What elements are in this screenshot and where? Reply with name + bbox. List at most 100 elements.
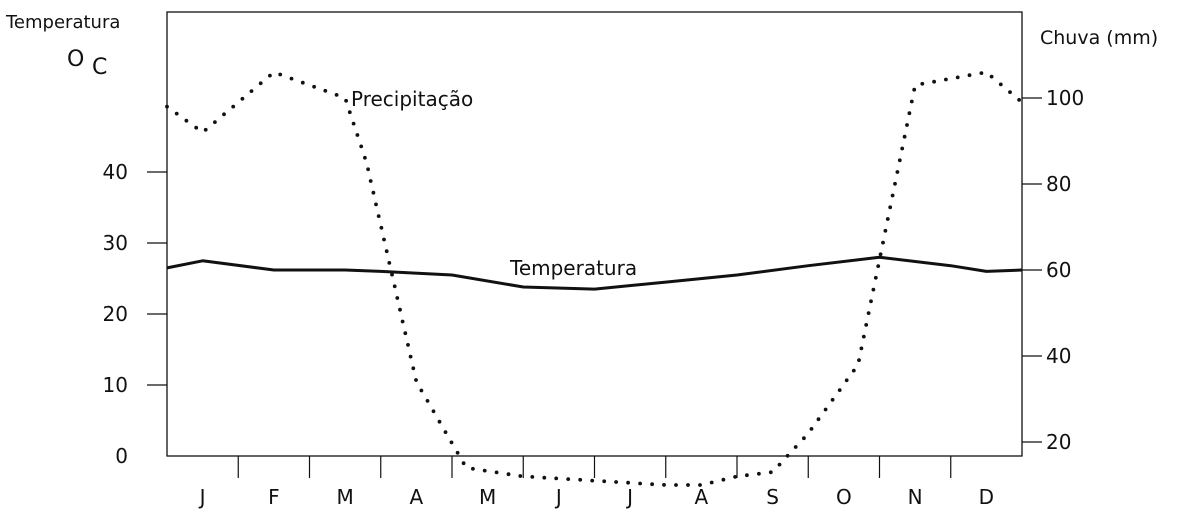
- month-label: D: [979, 485, 994, 509]
- precipitation-point: [174, 111, 179, 116]
- precipitation-point: [366, 167, 370, 172]
- precipitation-point: [376, 214, 381, 219]
- month-label: J: [554, 485, 562, 509]
- plot-frame: [166, 11, 1023, 457]
- right-tick-label: 40: [1046, 344, 1071, 368]
- right-axis-ticks: 20 40 60 80 100: [1022, 86, 1084, 454]
- precipitation-point: [907, 111, 912, 116]
- precipitation-point: [431, 409, 436, 414]
- precipitation-point: [844, 378, 849, 383]
- month-label: O: [836, 485, 852, 509]
- precipitation-point: [602, 479, 607, 484]
- precipitation-point: [194, 125, 199, 130]
- precipitation-point: [437, 419, 442, 424]
- precipitation-point: [745, 473, 749, 478]
- precipitation-point: [650, 482, 654, 487]
- precipitation-point: [809, 427, 814, 431]
- precipitation-point: [857, 358, 861, 362]
- precipitation-point: [871, 287, 876, 292]
- precipitation-point: [802, 436, 806, 441]
- precipitation-point: [482, 468, 487, 473]
- precipitation-point: [334, 93, 339, 97]
- precipitation-point: [873, 275, 878, 280]
- precipitation-point: [382, 237, 386, 242]
- precipitation-point: [351, 121, 356, 126]
- precipitation-point: [626, 480, 630, 485]
- precipitation-point: [777, 462, 782, 467]
- left-tick-label: 40: [103, 160, 128, 184]
- month-label: J: [625, 485, 633, 509]
- precipitation-point: [709, 480, 714, 485]
- left-tick-label: 30: [103, 231, 128, 255]
- precipitation-point: [268, 73, 272, 78]
- precipitation-point: [883, 228, 888, 233]
- precipitation-point: [408, 354, 413, 359]
- precipitation-point: [419, 388, 424, 393]
- precipitation-point: [384, 249, 389, 254]
- precipitation-point: [390, 272, 394, 277]
- precipitation-point: [890, 193, 895, 198]
- precipitation-point: [895, 170, 900, 174]
- month-label: F: [268, 485, 280, 509]
- precipitation-point: [312, 84, 316, 89]
- precipitation-point: [542, 475, 547, 480]
- left-axis-unit-c: C: [92, 55, 107, 80]
- precipitation-point: [851, 368, 856, 373]
- right-tick-label: 20: [1046, 430, 1071, 454]
- precipitation-point: [566, 477, 571, 481]
- precipitation-point: [674, 483, 678, 487]
- precipitation-point: [1017, 98, 1021, 102]
- month-label: A: [410, 485, 424, 509]
- precipitation-label: Precipitação: [351, 87, 473, 111]
- precipitation-point: [909, 99, 914, 104]
- precipitation-point: [449, 440, 454, 445]
- precipitation-point: [837, 388, 842, 392]
- temperature-label: Temperatura: [509, 256, 637, 280]
- precipitation-point: [885, 217, 890, 221]
- precipitation-point: [374, 202, 378, 207]
- left-axis-title: Temperatura: [5, 12, 120, 33]
- precipitation-point: [494, 470, 499, 475]
- precipitation-point: [344, 98, 348, 103]
- precipitation-point: [869, 299, 873, 304]
- precipitation-point: [411, 366, 416, 371]
- precipitation-point: [998, 82, 1003, 87]
- precipitation-point: [721, 477, 726, 482]
- right-axis-title: Chuva (mm): [1040, 27, 1158, 49]
- precipitation-point: [403, 331, 408, 336]
- precipitation-point: [859, 346, 864, 351]
- precipitation-point: [757, 471, 761, 476]
- precipitation-point: [443, 430, 448, 434]
- precipitation-point: [400, 319, 405, 324]
- precipitation-point: [944, 77, 948, 82]
- precipitation-point: [203, 127, 208, 132]
- precipitation-point: [897, 158, 902, 163]
- month-label: A: [695, 485, 709, 509]
- precipitation-point: [866, 311, 871, 315]
- precipitation-point: [240, 96, 245, 101]
- precipitation-point: [300, 80, 305, 85]
- month-label: N: [908, 485, 923, 509]
- precipitation-point: [414, 378, 418, 382]
- temperature-line: [166, 255, 1023, 291]
- precipitation-point: [888, 205, 893, 210]
- precipitation-point: [876, 264, 881, 268]
- precipitation-point: [425, 399, 430, 403]
- precipitation-point: [733, 475, 737, 479]
- precipitation-point: [359, 144, 364, 149]
- precipitation-point: [387, 261, 392, 265]
- precipitation-point: [392, 284, 397, 289]
- month-label: S: [766, 485, 779, 509]
- precipitation-point: [506, 472, 511, 477]
- left-axis-unit-degree: O: [67, 47, 84, 72]
- left-tick-label: 20: [103, 302, 128, 326]
- precipitation-point: [638, 481, 642, 486]
- precipitation-point: [368, 179, 373, 183]
- precipitation-point: [323, 88, 328, 93]
- precipitation-point: [455, 450, 460, 455]
- precipitation-point: [249, 89, 254, 93]
- month-label: M: [479, 485, 496, 509]
- precipitation-point: [347, 110, 352, 115]
